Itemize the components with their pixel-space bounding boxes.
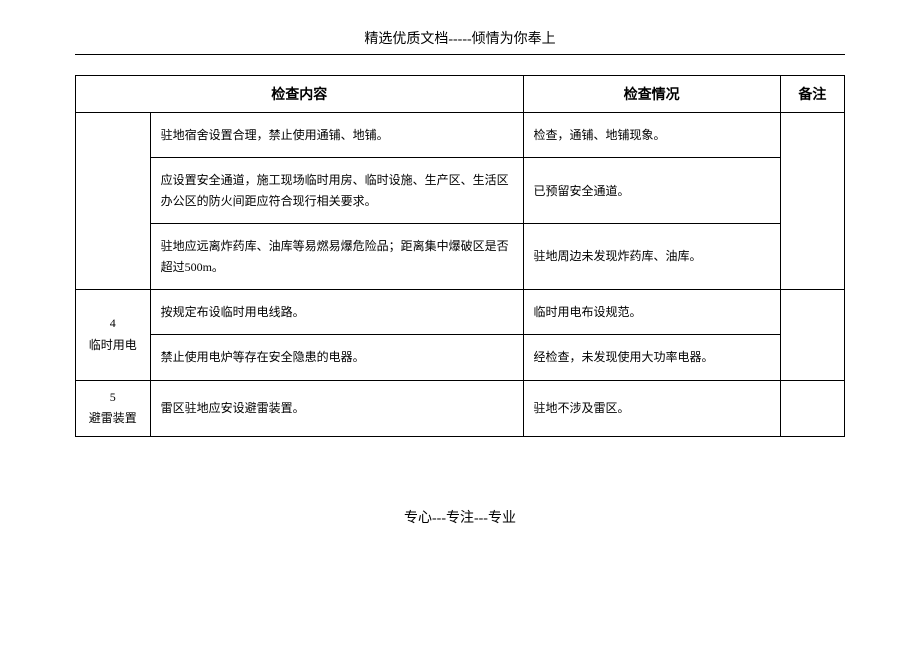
status-cell: 经检查，未发现使用大功率电器。 xyxy=(523,335,780,380)
content-cell: 驻地应远离炸药库、油库等易燃易爆危险品；距离集中爆破区是否超过500m。 xyxy=(150,224,523,290)
col-header-remark: 备注 xyxy=(780,76,844,113)
remark-cell xyxy=(780,380,844,436)
content-cell: 禁止使用电炉等存在安全隐患的电器。 xyxy=(150,335,523,380)
status-cell: 驻地不涉及雷区。 xyxy=(523,380,780,436)
header-underline xyxy=(75,54,845,55)
inspection-table-wrap: 检查内容 检查情况 备注 驻地宿舍设置合理，禁止使用通铺、地铺。 检查，通铺、地… xyxy=(75,75,845,437)
table-header-row: 检查内容 检查情况 备注 xyxy=(76,76,845,113)
status-cell: 已预留安全通道。 xyxy=(523,158,780,224)
col-header-content: 检查内容 xyxy=(76,76,524,113)
table-row: 4 临时用电 按规定布设临时用电线路。 临时用电布设规范。 xyxy=(76,289,845,334)
content-cell: 驻地宿舍设置合理，禁止使用通铺、地铺。 xyxy=(150,113,523,158)
page-header-text: 精选优质文档-----倾情为你奉上 xyxy=(0,0,920,54)
remark-cell xyxy=(780,113,844,290)
group-label: 避雷装置 xyxy=(89,411,137,425)
group-idx-cell-5: 5 避雷装置 xyxy=(76,380,151,436)
group-index: 5 xyxy=(110,390,116,404)
content-cell: 雷区驻地应安设避雷装置。 xyxy=(150,380,523,436)
table-row: 驻地应远离炸药库、油库等易燃易爆危险品；距离集中爆破区是否超过500m。 驻地周… xyxy=(76,224,845,290)
table-row: 禁止使用电炉等存在安全隐患的电器。 经检查，未发现使用大功率电器。 xyxy=(76,335,845,380)
content-cell: 按规定布设临时用电线路。 xyxy=(150,289,523,334)
table-row: 5 避雷装置 雷区驻地应安设避雷装置。 驻地不涉及雷区。 xyxy=(76,380,845,436)
remark-cell xyxy=(780,289,844,380)
table-row: 驻地宿舍设置合理，禁止使用通铺、地铺。 检查，通铺、地铺现象。 xyxy=(76,113,845,158)
page-footer-text: 专心---专注---专业 xyxy=(0,507,920,527)
col-header-status: 检查情况 xyxy=(523,76,780,113)
status-cell: 驻地周边未发现炸药库、油库。 xyxy=(523,224,780,290)
page: 精选优质文档-----倾情为你奉上 检查内容 检查情况 备注 xyxy=(0,0,920,527)
status-cell: 临时用电布设规范。 xyxy=(523,289,780,334)
status-cell: 检查，通铺、地铺现象。 xyxy=(523,113,780,158)
group-idx-cell-empty xyxy=(76,113,151,290)
table-row: 应设置安全通道，施工现场临时用房、临时设施、生产区、生活区办公区的防火间距应符合… xyxy=(76,158,845,224)
group-idx-cell-4: 4 临时用电 xyxy=(76,289,151,380)
group-label: 临时用电 xyxy=(89,338,137,352)
group-index: 4 xyxy=(110,316,116,330)
content-cell: 应设置安全通道，施工现场临时用房、临时设施、生产区、生活区办公区的防火间距应符合… xyxy=(150,158,523,224)
inspection-table: 检查内容 检查情况 备注 驻地宿舍设置合理，禁止使用通铺、地铺。 检查，通铺、地… xyxy=(75,75,845,437)
